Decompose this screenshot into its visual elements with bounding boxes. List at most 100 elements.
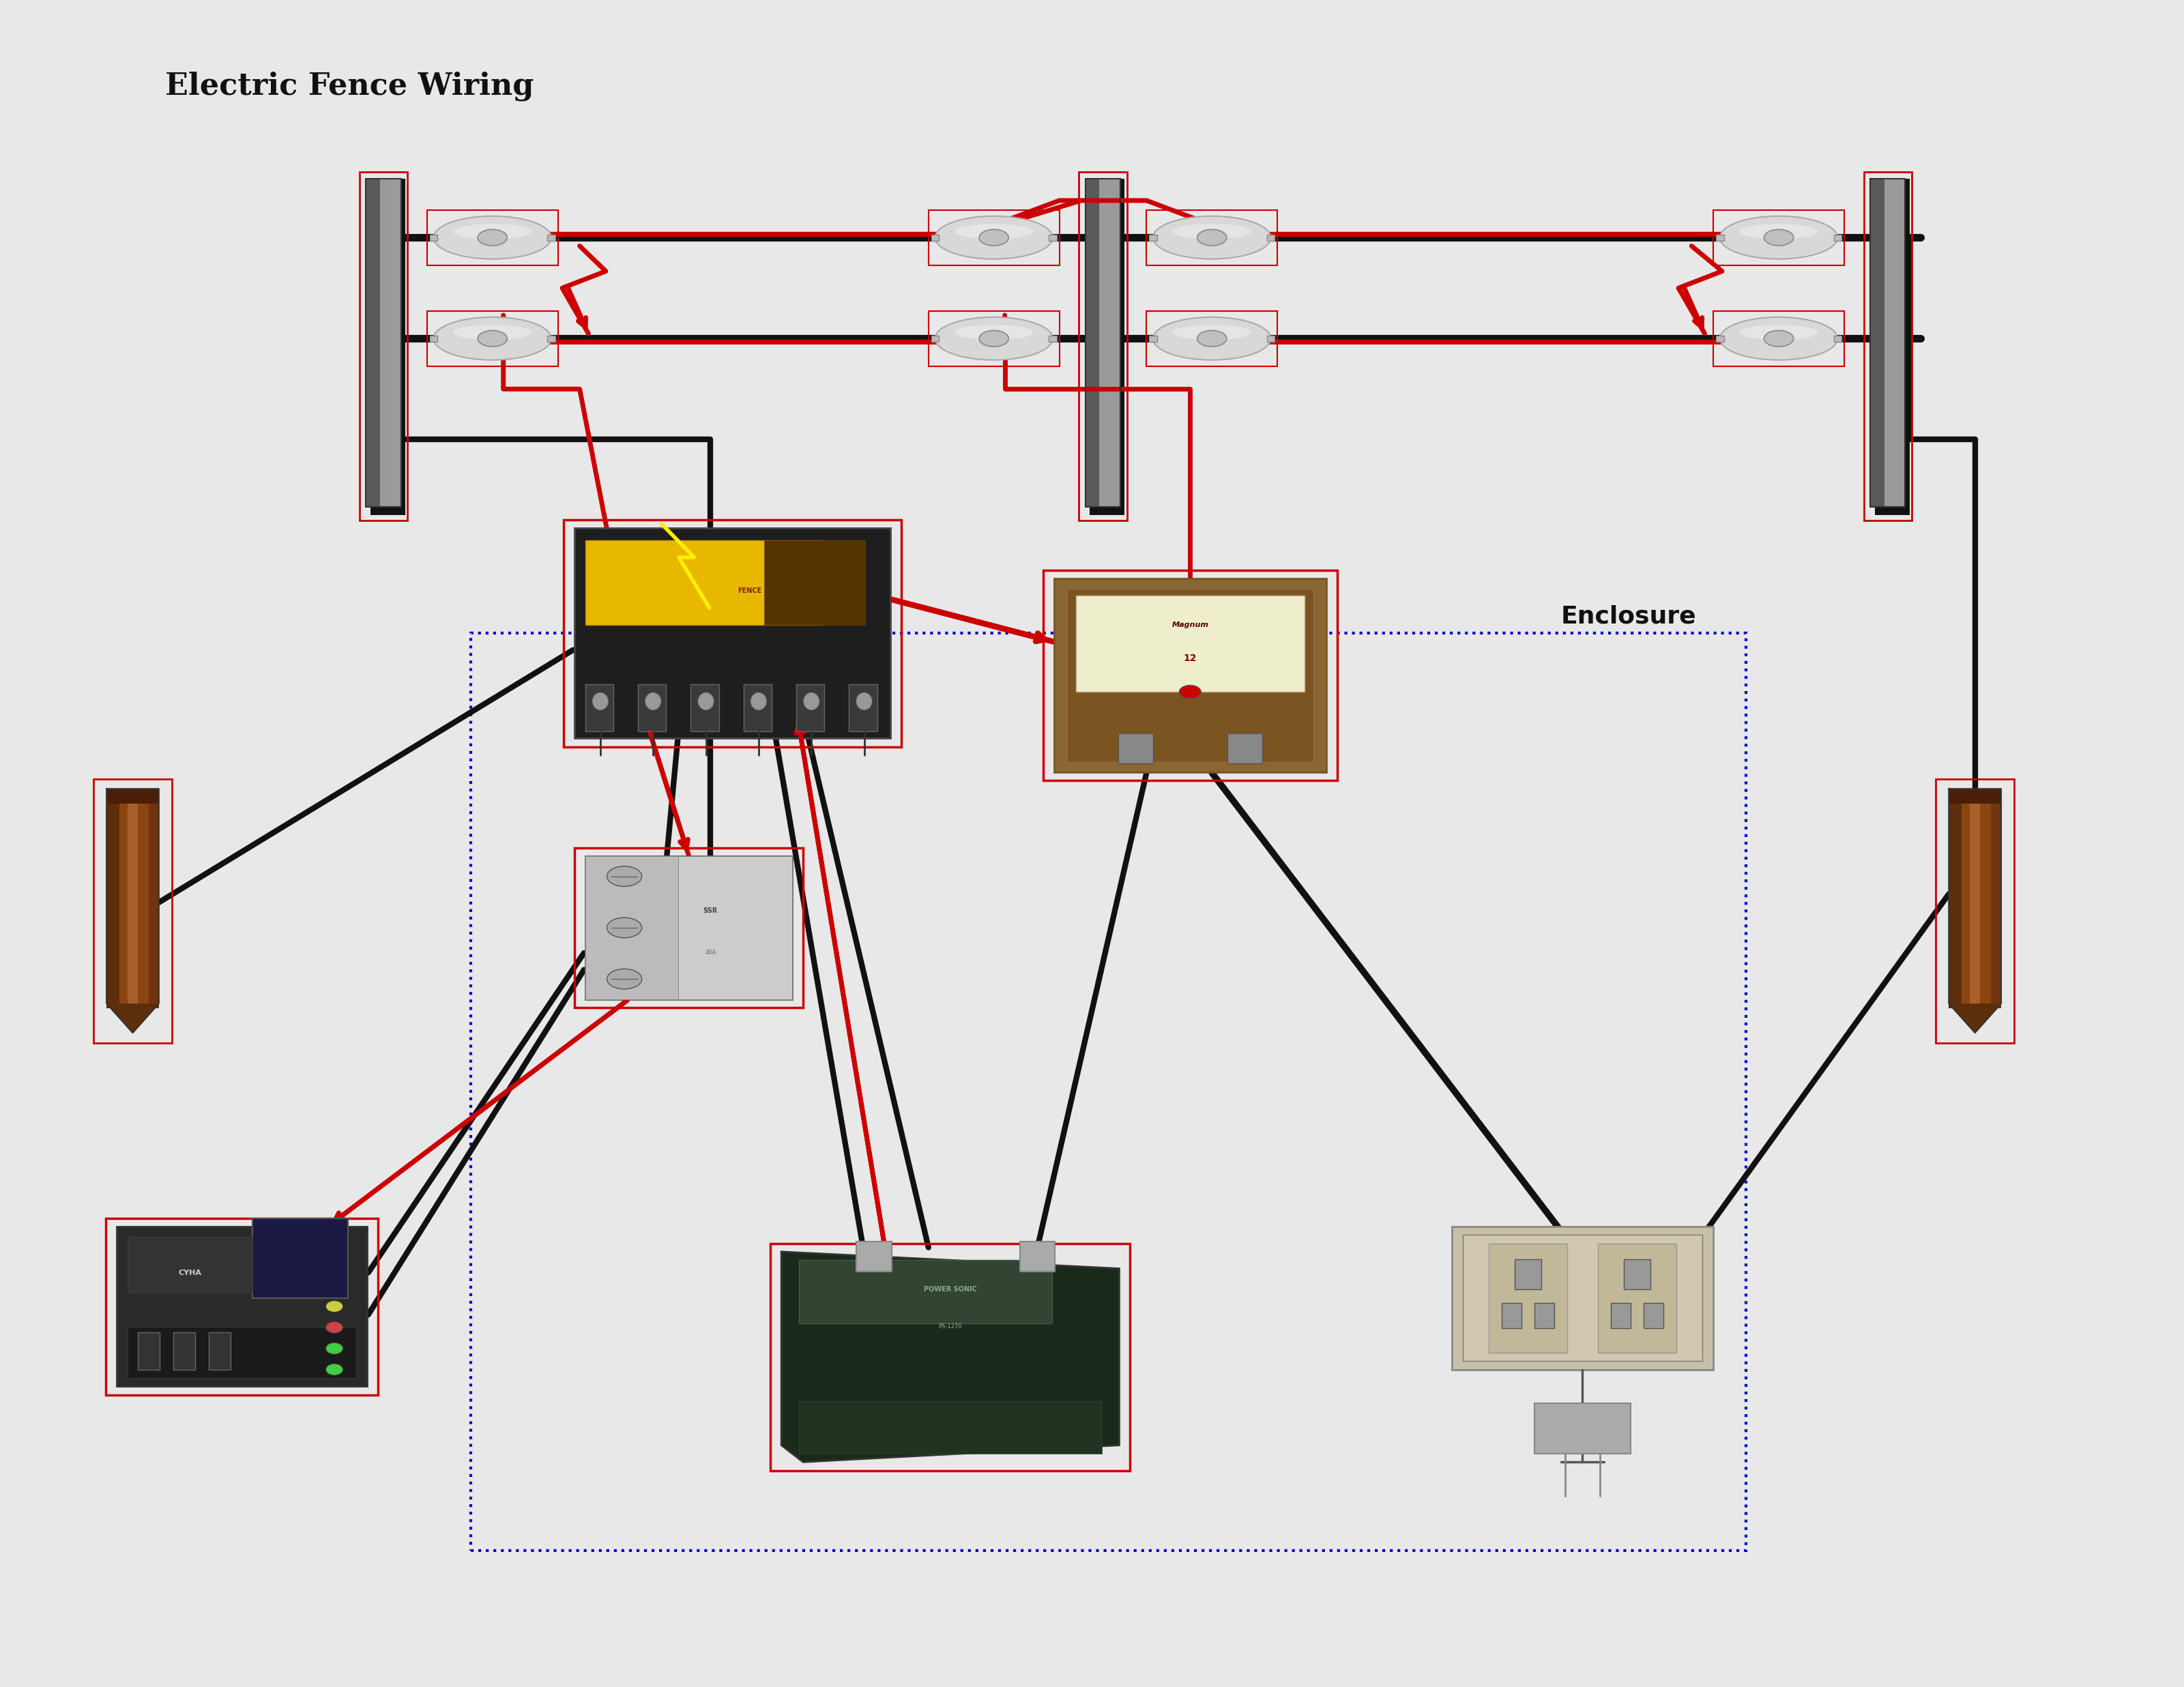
Ellipse shape	[607, 918, 642, 938]
Bar	[1149, 234, 1158, 241]
Bar	[856, 1242, 891, 1272]
Bar	[1452, 1226, 1714, 1370]
Text: Enclosure: Enclosure	[1562, 604, 1697, 628]
Bar	[1948, 790, 2001, 803]
Ellipse shape	[1765, 331, 1793, 346]
Bar	[1714, 209, 1843, 265]
Ellipse shape	[1197, 331, 1227, 346]
Bar	[367, 179, 402, 506]
Bar	[797, 685, 826, 732]
Bar	[1990, 801, 2001, 1009]
Bar	[585, 855, 679, 999]
Ellipse shape	[607, 968, 642, 989]
Text: 12: 12	[1184, 653, 1197, 663]
Bar	[1516, 1259, 1542, 1289]
Ellipse shape	[478, 229, 507, 246]
Ellipse shape	[607, 865, 642, 886]
Ellipse shape	[1721, 317, 1837, 359]
Bar	[1020, 1242, 1055, 1272]
Bar	[1885, 179, 1904, 506]
Bar	[574, 847, 804, 1007]
Bar	[1717, 336, 1723, 341]
Text: POWER SONIC: POWER SONIC	[924, 1285, 976, 1292]
Ellipse shape	[804, 693, 819, 710]
Bar	[771, 1243, 1129, 1471]
Ellipse shape	[1765, 229, 1793, 246]
Text: FENCE: FENCE	[738, 587, 762, 594]
Bar	[585, 540, 821, 624]
Bar	[574, 528, 891, 739]
Bar	[1118, 734, 1153, 764]
Ellipse shape	[646, 693, 662, 710]
Ellipse shape	[435, 216, 550, 260]
Bar	[1147, 209, 1278, 265]
Bar	[1935, 779, 2014, 1043]
Ellipse shape	[1173, 326, 1251, 341]
Bar	[360, 172, 408, 520]
Ellipse shape	[325, 1321, 343, 1333]
Ellipse shape	[435, 317, 550, 359]
Bar	[1970, 801, 1981, 1009]
Bar	[149, 801, 159, 1009]
Bar	[1870, 179, 1885, 506]
Ellipse shape	[978, 331, 1009, 346]
Ellipse shape	[325, 1343, 343, 1355]
Ellipse shape	[935, 216, 1053, 260]
Bar	[1948, 801, 1961, 1009]
Bar	[1099, 179, 1120, 506]
Bar	[1149, 336, 1158, 341]
Bar	[430, 234, 437, 241]
Bar	[1055, 579, 1326, 773]
Bar	[1489, 1243, 1568, 1353]
Ellipse shape	[1721, 216, 1837, 260]
Bar	[107, 801, 159, 1009]
Polygon shape	[107, 1004, 159, 1032]
Bar	[1714, 310, 1843, 366]
Bar	[928, 209, 1059, 265]
Bar	[548, 336, 555, 341]
Bar	[1044, 570, 1337, 781]
Polygon shape	[782, 1252, 1118, 1463]
Bar	[679, 855, 793, 999]
Bar	[1645, 1302, 1664, 1328]
Text: SSR: SSR	[703, 908, 719, 914]
Bar	[743, 685, 771, 732]
Bar	[210, 1333, 232, 1370]
Bar	[764, 540, 865, 624]
Ellipse shape	[856, 693, 871, 710]
Bar	[638, 685, 666, 732]
Bar	[1079, 172, 1127, 520]
Bar	[1503, 1302, 1522, 1328]
Bar	[585, 685, 614, 732]
Bar	[690, 685, 719, 732]
Bar	[107, 790, 159, 803]
Ellipse shape	[751, 693, 767, 710]
Bar	[1535, 1404, 1631, 1454]
Bar	[173, 1333, 194, 1370]
Bar	[1048, 234, 1057, 241]
Bar	[563, 520, 902, 747]
Ellipse shape	[1153, 317, 1271, 359]
Bar	[367, 179, 380, 506]
Bar	[1835, 336, 1841, 341]
Ellipse shape	[325, 1301, 343, 1312]
Bar	[430, 336, 437, 341]
Bar	[1077, 596, 1304, 692]
Bar	[930, 234, 939, 241]
Ellipse shape	[1173, 224, 1251, 240]
Ellipse shape	[954, 326, 1033, 341]
Ellipse shape	[1197, 229, 1227, 246]
Bar	[1267, 234, 1275, 241]
Bar	[1085, 179, 1120, 506]
Bar	[470, 633, 1745, 1550]
Bar	[585, 855, 793, 999]
Bar	[1267, 336, 1275, 341]
Bar	[928, 310, 1059, 366]
Bar	[1227, 734, 1262, 764]
Ellipse shape	[1738, 224, 1817, 240]
Text: 40A: 40A	[705, 950, 716, 957]
Bar	[1874, 179, 1909, 515]
Ellipse shape	[954, 224, 1033, 240]
Bar	[1948, 801, 2001, 1009]
Ellipse shape	[699, 693, 714, 710]
